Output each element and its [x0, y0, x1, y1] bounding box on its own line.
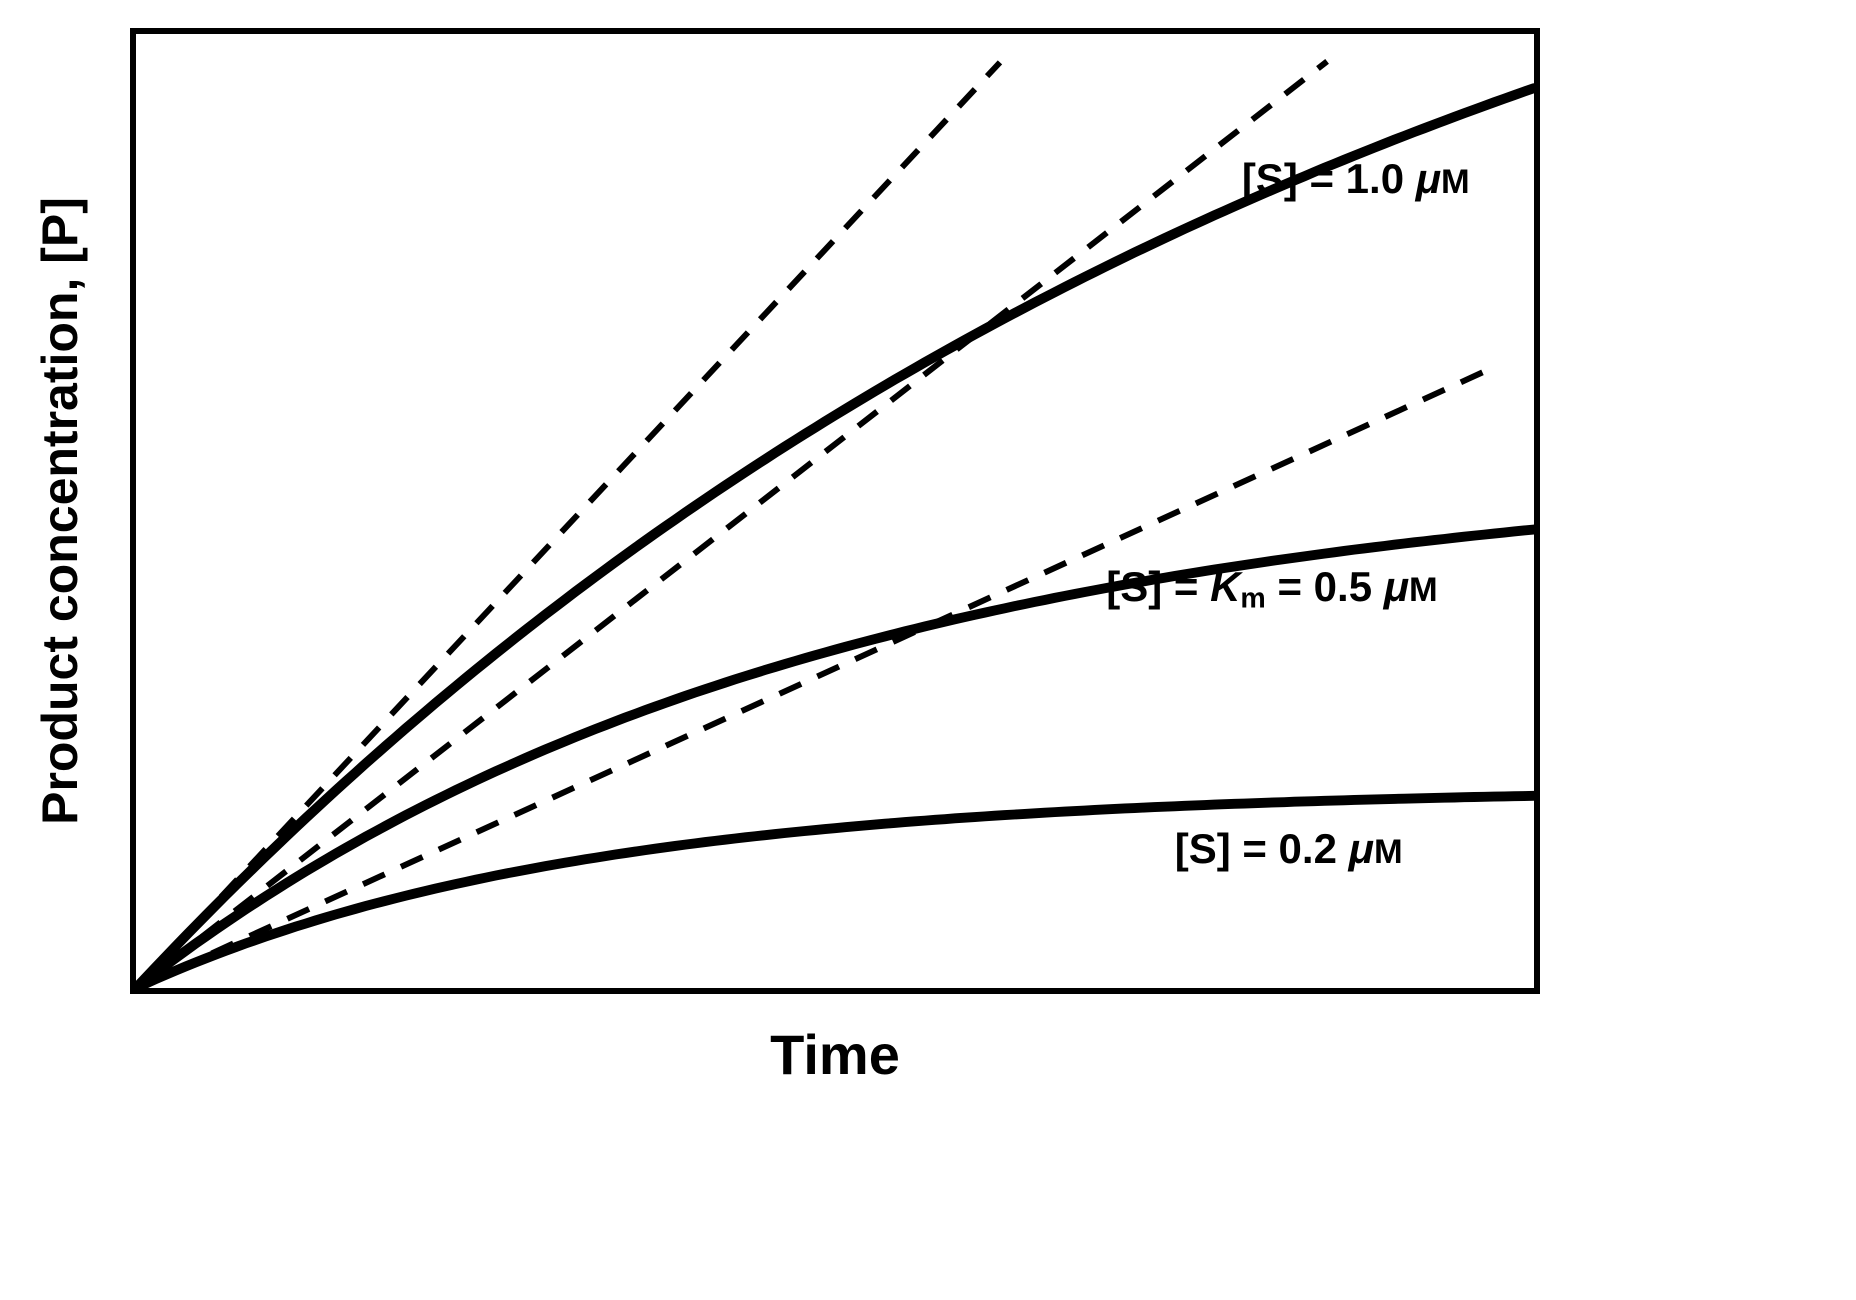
x-axis-label: Time	[770, 1023, 900, 1086]
curve-label-s-1.0: [S] = 1.0 μM	[1242, 158, 1470, 205]
plot-area: [S] = 1.0 μM [S] = Km = 0.5 μM [S] = 0.2…	[130, 28, 1540, 994]
molar-unit: M	[1373, 832, 1403, 871]
mu-symbol: μ	[1415, 155, 1442, 203]
initial-rate-tangent-3	[136, 363, 1498, 988]
curve-label-s-0.2: [S] = 0.2 μM	[1174, 824, 1403, 875]
km-subscript: m	[1240, 582, 1266, 615]
initial-rate-tangent-1	[136, 60, 1003, 988]
progress-curve-2	[136, 524, 1534, 988]
mu-symbol: μ	[1348, 824, 1374, 872]
curve-label-s-km-0.5: [S] = Km = 0.5 μM	[1106, 566, 1438, 613]
mu-symbol: μ	[1383, 563, 1410, 611]
curve-label-text: = 0.5	[1265, 563, 1384, 611]
chart-svg	[136, 59, 1534, 988]
curve-label-text: [S] = 0.2	[1174, 824, 1349, 872]
molar-unit: M	[1409, 571, 1438, 610]
y-axis-label: Product concentration, [P]	[0, 28, 120, 994]
initial-rate-tangent-2	[136, 59, 1329, 988]
km-symbol: K	[1210, 563, 1241, 611]
curve-label-text: [S] = 1.0	[1241, 155, 1416, 203]
curve-label-text: [S] =	[1106, 563, 1211, 611]
molar-unit: M	[1441, 163, 1470, 202]
progress-curve-1	[136, 83, 1534, 988]
y-axis-label-text: Product concentration, [P]	[32, 197, 88, 825]
progress-curve-3	[136, 790, 1534, 988]
